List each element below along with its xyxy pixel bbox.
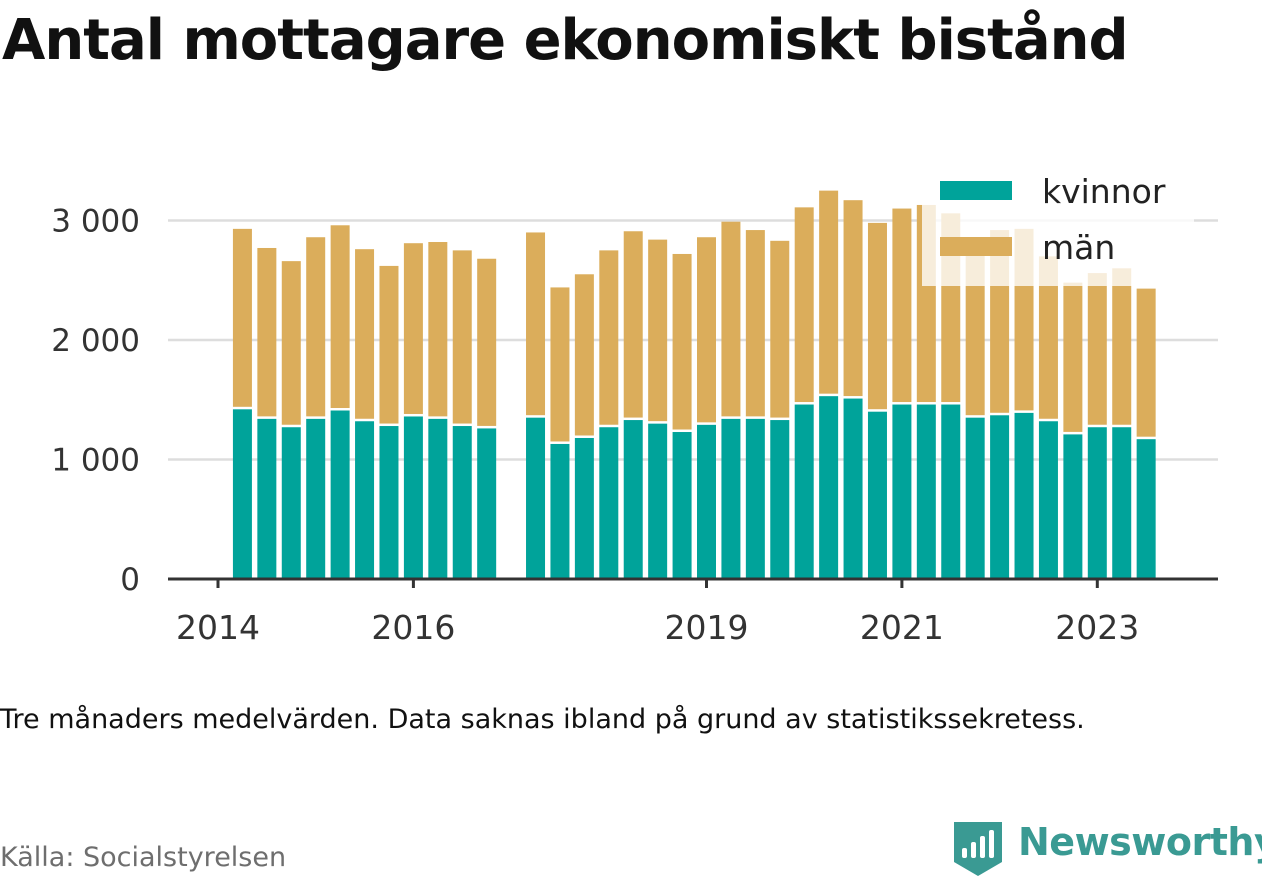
- bar-man: [232, 228, 252, 407]
- y-tick-label: 0: [120, 562, 140, 598]
- bar-kvinnor: [892, 404, 912, 579]
- bar-kvinnor: [770, 420, 790, 579]
- bar-man: [697, 237, 716, 423]
- bar-man: [1087, 273, 1107, 425]
- y-tick-label: 2 000: [51, 323, 140, 359]
- bar-kvinnor: [794, 404, 814, 579]
- bar-man: [843, 200, 863, 397]
- bar-man: [599, 250, 619, 425]
- bar-kvinnor: [428, 418, 448, 579]
- bar-kvinnor: [1087, 427, 1107, 579]
- bar-kvinnor: [403, 416, 423, 579]
- bar-man: [306, 237, 326, 417]
- bar-kvinnor: [648, 423, 668, 579]
- bar-man: [1038, 256, 1058, 419]
- bar-kvinnor: [916, 404, 936, 579]
- bar-man: [648, 239, 668, 422]
- newsworthy-logo: Newsworthy: [950, 818, 1262, 878]
- bar-kvinnor: [941, 404, 961, 579]
- x-tick-label: 2021: [860, 608, 944, 647]
- bar-man: [819, 190, 839, 394]
- bar-man: [1112, 268, 1132, 425]
- bar-man: [1136, 288, 1156, 437]
- bar-man: [574, 274, 594, 436]
- source-credit: Källa: Socialstyrelsen: [0, 842, 287, 873]
- x-tick-label: 2014: [176, 608, 260, 647]
- bars: [232, 190, 1156, 579]
- bar-kvinnor: [819, 396, 839, 579]
- bar-kvinnor: [452, 426, 472, 579]
- bar-kvinnor: [355, 421, 375, 579]
- stacked-bar-chart: 0 1 000 2 000 3 000 kvinnor män 2014 2016 2019…: [51, 162, 1218, 647]
- bar-man: [452, 250, 472, 424]
- y-tick-label: 1 000: [51, 443, 140, 479]
- legend: kvinnor män: [922, 162, 1194, 286]
- bar-man: [379, 265, 399, 424]
- bar-man: [721, 221, 741, 417]
- brand-name: Newsworthy: [1018, 820, 1262, 864]
- bar-kvinnor: [306, 418, 326, 579]
- bar-kvinnor: [550, 443, 570, 579]
- bar-kvinnor: [843, 398, 863, 579]
- bar-kvinnor: [1063, 434, 1083, 579]
- bar-man: [330, 225, 350, 409]
- x-axis: 2014 2016 2019 2021 2023: [168, 577, 1218, 647]
- bar-kvinnor: [330, 410, 350, 579]
- bar-kvinnor: [599, 427, 619, 579]
- bar-man: [1063, 282, 1083, 432]
- bar-kvinnor: [990, 415, 1010, 579]
- bar-man: [745, 230, 765, 417]
- bar-man: [550, 287, 570, 442]
- bar-kvinnor: [867, 411, 887, 579]
- bar-man: [526, 232, 546, 416]
- bar-kvinnor: [965, 417, 985, 579]
- bar-kvinnor: [379, 426, 399, 579]
- bar-man: [403, 243, 423, 414]
- bar-kvinnor: [574, 437, 594, 579]
- bar-man: [794, 207, 814, 403]
- bar-man: [257, 247, 277, 417]
- bar-kvinnor: [1136, 439, 1156, 579]
- bar-man: [477, 258, 497, 426]
- newsworthy-logo-icon: [954, 822, 1002, 876]
- bar-man: [770, 240, 790, 418]
- bar-man: [965, 252, 985, 416]
- bar-kvinnor: [697, 424, 716, 579]
- x-tick-label: 2016: [371, 608, 455, 647]
- bar-man: [892, 208, 912, 403]
- bar-kvinnor: [672, 432, 692, 579]
- bar-kvinnor: [257, 418, 277, 579]
- bar-kvinnor: [477, 428, 497, 579]
- bar-man: [867, 222, 887, 410]
- legend-label-man: män: [1042, 228, 1115, 267]
- bar-kvinnor: [745, 418, 765, 579]
- bar-kvinnor: [281, 427, 301, 579]
- bar-kvinnor: [526, 417, 546, 579]
- y-tick-label: 3 000: [51, 204, 140, 240]
- bar-man: [281, 261, 301, 425]
- legend-swatch-man: [940, 237, 1012, 256]
- x-tick-label: 2023: [1055, 608, 1139, 647]
- bar-kvinnor: [232, 409, 252, 579]
- bar-kvinnor: [1038, 421, 1058, 579]
- legend-label-kvinnor: kvinnor: [1042, 172, 1166, 211]
- legend-swatch-kvinnor: [940, 181, 1012, 200]
- x-tick-label: 2019: [665, 608, 749, 647]
- y-axis-tick-labels: 0 1 000 2 000 3 000: [51, 204, 140, 599]
- bar-kvinnor: [1112, 427, 1132, 579]
- bar-kvinnor: [721, 418, 741, 579]
- chart-title: Antal mottagare ekonomiskt bistånd: [2, 8, 1129, 73]
- bar-kvinnor: [1014, 412, 1034, 579]
- bar-man: [672, 253, 692, 430]
- bar-man: [428, 242, 448, 417]
- bar-man: [623, 231, 643, 418]
- chart-note: Tre månaders medelvärden. Data saknas ib…: [0, 704, 1085, 735]
- bar-kvinnor: [623, 420, 643, 579]
- bar-man: [355, 249, 375, 419]
